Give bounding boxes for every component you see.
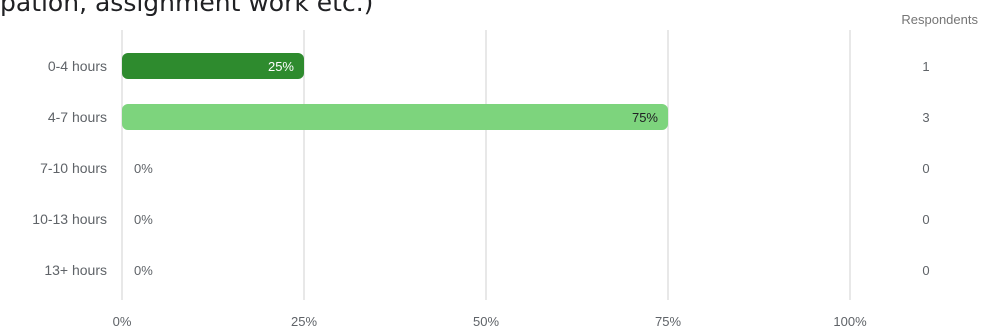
x-tick-label: 25% xyxy=(291,314,317,329)
bar-value-label: 0% xyxy=(134,161,153,176)
x-tick-label: 75% xyxy=(655,314,681,329)
x-tick-label: 100% xyxy=(833,314,867,329)
category-label: 10-13 hours xyxy=(32,211,107,227)
respondent-count: 1 xyxy=(922,59,929,74)
question-title: pation, assignment work etc.) xyxy=(0,0,374,17)
bar-value-label: 0% xyxy=(134,212,153,227)
category-label: 0-4 hours xyxy=(48,58,107,74)
category-label: 7-10 hours xyxy=(40,160,107,176)
respondent-count: 0 xyxy=(922,161,929,176)
bar xyxy=(122,104,668,130)
respondents-header: Respondents xyxy=(901,12,978,27)
respondent-count: 3 xyxy=(922,110,929,125)
respondent-count: 0 xyxy=(922,263,929,278)
bar-value-label: 0% xyxy=(134,263,153,278)
category-label: 4-7 hours xyxy=(48,109,107,125)
respondent-count: 0 xyxy=(922,212,929,227)
category-label: 13+ hours xyxy=(44,262,107,278)
bar-value-label: 75% xyxy=(632,110,658,125)
x-tick-label: 0% xyxy=(113,314,132,329)
bar xyxy=(122,53,304,79)
x-tick-label: 50% xyxy=(473,314,499,329)
bar-value-label: 25% xyxy=(268,59,294,74)
